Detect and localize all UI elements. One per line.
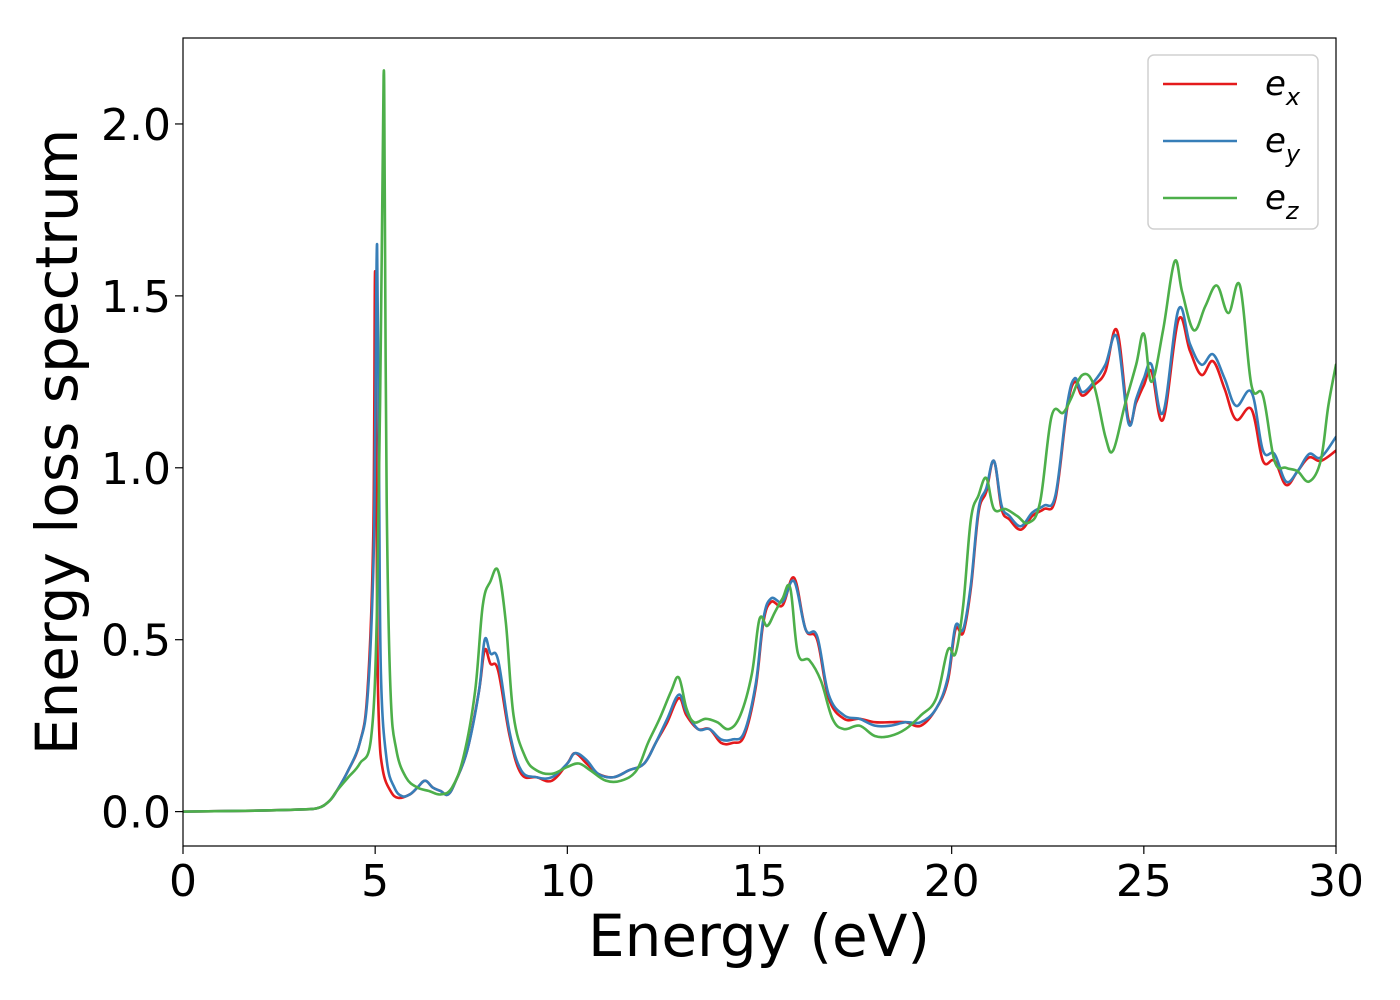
x-axis: 0 5 10 15 20 25 30	[169, 846, 1364, 907]
x-tick-label: 0	[169, 856, 197, 907]
series-line-y	[183, 242, 1336, 813]
legend-label-z: ez	[1265, 178, 1300, 225]
y-axis: 0.0 0.5 1.0 1.5 2.0	[101, 100, 183, 839]
x-tick-label: 15	[732, 856, 788, 907]
legend-label-y: ey	[1265, 121, 1301, 168]
y-tick-label: 0.5	[101, 616, 171, 667]
y-axis-title: Energy loss spectrum	[23, 129, 91, 755]
x-tick-label: 25	[1116, 856, 1172, 907]
x-tick-label: 20	[924, 856, 980, 907]
x-tick-label: 5	[361, 856, 389, 907]
legend-label-x: ex	[1265, 64, 1301, 111]
x-axis-title: Energy (eV)	[588, 902, 930, 970]
y-tick-label: 2.0	[101, 100, 171, 151]
y-tick-label: 1.5	[101, 272, 171, 323]
legend: ex ey ez	[1147, 54, 1319, 230]
x-tick-label: 30	[1308, 856, 1364, 907]
y-tick-label: 1.0	[101, 444, 171, 495]
x-tick-label: 10	[539, 856, 595, 907]
series-group	[183, 69, 1336, 813]
series-line-z	[183, 69, 1336, 813]
y-tick-label: 0.0	[101, 788, 171, 839]
